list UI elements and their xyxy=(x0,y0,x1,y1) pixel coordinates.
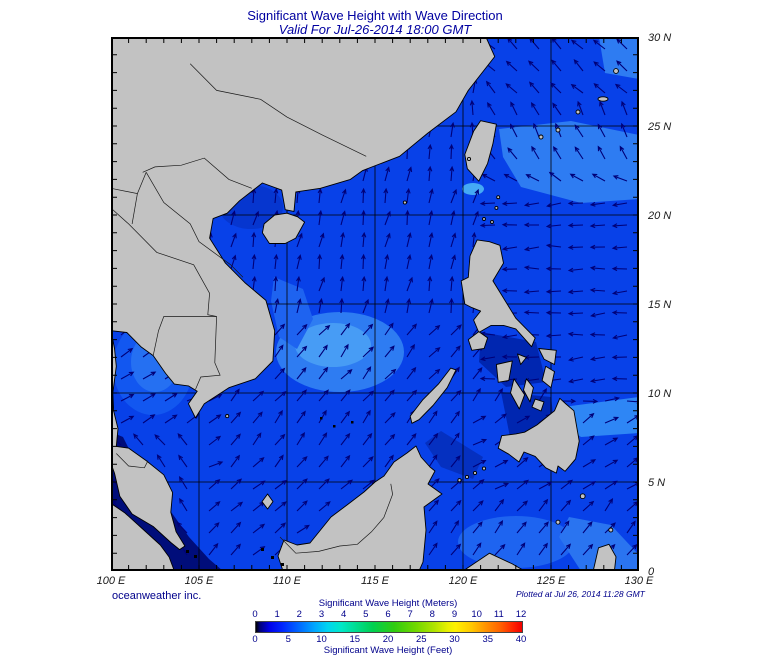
land-masbate xyxy=(517,353,527,365)
y-tick-label: 10 N xyxy=(648,388,672,400)
legend-tick: 4 xyxy=(341,609,347,620)
plotted-timestamp: Plotted at Jul 26, 2014 11:28 GMT xyxy=(516,589,645,599)
legend-tick: 6 xyxy=(385,609,391,620)
legend-tick: 12 xyxy=(515,609,527,620)
y-tick-label: 5 N xyxy=(648,477,666,489)
legend-tick: 5 xyxy=(285,634,291,645)
y-tick-label: 15 N xyxy=(648,299,672,311)
land-asia-mainland xyxy=(111,37,496,551)
x-tick-label: 130 E xyxy=(624,575,654,587)
legend-feet-ticks: 0 5 10 15 20 25 30 35 40 xyxy=(252,634,526,645)
land-taiwan xyxy=(464,120,497,182)
land-layer xyxy=(111,37,619,571)
land-halmahera xyxy=(592,543,617,571)
legend-tick: 11 xyxy=(493,609,504,620)
y-tick-label: 0 xyxy=(648,566,655,578)
land-natuna xyxy=(261,493,274,510)
y-tick-label: 25 N xyxy=(648,121,672,133)
land-mindanao xyxy=(497,397,580,474)
x-tick-label: 105 E xyxy=(184,575,214,587)
legend-tick: 10 xyxy=(471,609,482,620)
country-borders xyxy=(111,63,393,554)
land-luzon xyxy=(460,239,536,348)
legend-tick: 30 xyxy=(449,634,460,645)
legend-tick: 40 xyxy=(515,634,527,645)
legend-tick: 0 xyxy=(252,634,258,645)
legend-tick: 1 xyxy=(274,609,280,620)
legend-feet-label: Significant Wave Height (Feet) xyxy=(323,645,453,656)
land-samar xyxy=(538,348,557,365)
legend-meters-label: Significant Wave Height (Meters) xyxy=(318,598,458,609)
legend-tick: 5 xyxy=(363,609,369,620)
legend-meters-ticks: 0 1 2 3 4 5 6 7 8 9 10 11 12 xyxy=(252,609,526,620)
degree-tick-marks xyxy=(111,37,639,571)
legend-tick: 25 xyxy=(415,634,427,645)
legend-tick: 3 xyxy=(318,609,325,620)
land-bohol xyxy=(531,398,545,412)
map-frame xyxy=(111,37,639,571)
x-tick-label: 115 E xyxy=(361,575,389,587)
legend-tick: 2 xyxy=(296,609,302,620)
legend-tick: 15 xyxy=(349,634,361,645)
legend-tick: 20 xyxy=(382,634,394,645)
land-panay xyxy=(495,360,513,383)
land-leyte xyxy=(541,365,555,389)
land-mindoro xyxy=(467,331,489,351)
y-tick-label: 20 N xyxy=(648,210,672,222)
legend-tick: 7 xyxy=(407,609,413,620)
x-tick-label: 100 E xyxy=(96,575,126,587)
islet-specks xyxy=(186,417,354,566)
legend-tick: 8 xyxy=(429,609,435,620)
x-tick-label: 125 E xyxy=(536,575,566,587)
land-borneo xyxy=(277,445,443,571)
land-sumatra xyxy=(111,502,175,571)
x-tick-label: 120 E xyxy=(448,575,478,587)
land-palawan xyxy=(409,367,457,424)
land-negros xyxy=(510,378,526,410)
legend-tick: 9 xyxy=(451,609,458,620)
y-tick-label: 30 N xyxy=(648,32,672,44)
oceanweather-credit: oceanweather inc. xyxy=(112,590,202,602)
page-title: Significant Wave Height with Wave Direct… xyxy=(247,8,503,23)
land-sulawesi xyxy=(462,552,526,571)
wave-map xyxy=(111,37,639,571)
land-hainan xyxy=(261,212,306,244)
x-tick-label: 110 E xyxy=(273,575,301,587)
land-cebu xyxy=(523,378,534,403)
valid-time-subtitle: Valid For Jul-26-2014 18:00 GMT xyxy=(278,22,472,37)
legend-tick: 10 xyxy=(316,634,327,645)
small-islands xyxy=(225,68,619,533)
legend-colorbar xyxy=(255,621,523,633)
legend-tick: 35 xyxy=(482,634,494,645)
legend-tick: 0 xyxy=(252,609,258,620)
